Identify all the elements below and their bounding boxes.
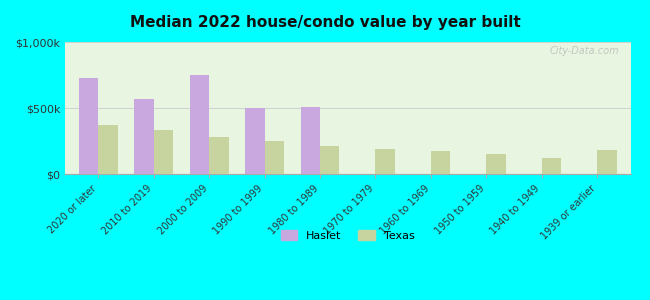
Bar xyxy=(486,154,506,174)
Text: Median 2022 house/condo value by year built: Median 2022 house/condo value by year bu… xyxy=(129,15,521,30)
Text: City-Data.com: City-Data.com xyxy=(549,46,619,56)
Bar xyxy=(79,78,98,174)
Bar xyxy=(98,125,118,174)
Bar xyxy=(265,141,284,174)
Bar xyxy=(301,107,320,174)
Bar xyxy=(376,149,395,174)
Bar xyxy=(597,150,617,174)
Bar xyxy=(245,108,265,174)
Bar xyxy=(135,99,153,174)
Legend: Haslet, Texas: Haslet, Texas xyxy=(276,225,419,245)
Bar xyxy=(431,151,450,174)
Bar xyxy=(209,137,229,174)
Bar xyxy=(320,146,339,174)
Bar xyxy=(542,158,561,174)
Bar xyxy=(153,130,173,174)
Bar xyxy=(190,75,209,174)
